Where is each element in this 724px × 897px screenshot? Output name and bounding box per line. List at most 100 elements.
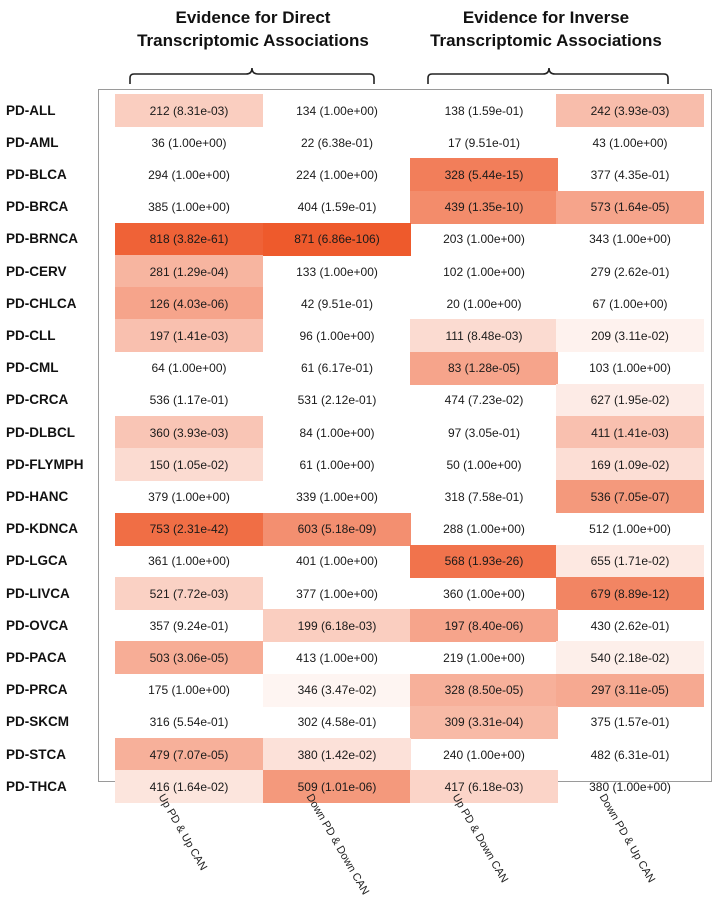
- row-label: PD-PRCA: [6, 682, 68, 698]
- heatmap-cell: 380 (1.42e-02): [263, 738, 411, 771]
- heatmap-cell: 203 (1.00e+00): [443, 232, 525, 247]
- inverse-title-line2: Transcriptomic Associations: [430, 31, 662, 50]
- heatmap-cell: 197 (1.41e-03): [115, 319, 263, 353]
- row-label: PD-OVCA: [6, 617, 69, 633]
- heatmap-cell: 240 (1.00e+00): [443, 747, 525, 762]
- heatmap-cell: 22 (6.38e-01): [300, 135, 374, 150]
- heatmap-cell: 111 (8.48e-03): [410, 319, 558, 353]
- heatmap-cell: 242 (3.93e-03): [556, 94, 704, 127]
- heatmap-cell: 679 (8.89e-12): [556, 577, 704, 610]
- heatmap-cell: 482 (6.31e-01): [590, 747, 670, 762]
- heatmap-cell: 818 (3.82e-61): [115, 222, 263, 256]
- heatmap-cell: 474 (7.23e-02): [444, 393, 524, 408]
- heatmap-cell: 536 (7.05e-07): [556, 480, 704, 514]
- heatmap-cell: 83 (1.28e-05): [410, 351, 558, 385]
- heatmap-cell: 97 (3.05e-01): [447, 425, 521, 440]
- heatmap-cell: 385 (1.00e+00): [148, 200, 230, 215]
- heatmap-cell: 199 (6.18e-03): [263, 609, 411, 643]
- direct-brace: [129, 67, 375, 84]
- column-label: Down PD & Up CAN: [596, 792, 658, 885]
- heatmap-cell: 169 (1.09e-02): [556, 448, 704, 482]
- column-label: Down PD & Down CAN: [303, 792, 372, 897]
- heatmap-cell: 281 (1.29e-04): [115, 255, 263, 288]
- column-label: Up PD & Up CAN: [155, 792, 210, 873]
- heatmap-cell: 377 (4.35e-01): [590, 167, 670, 182]
- row-label: PD-BLCA: [6, 166, 67, 182]
- inverse-brace: [427, 67, 669, 84]
- row-label: PD-STCA: [6, 746, 66, 762]
- row-label: PD-CERV: [6, 263, 67, 279]
- heatmap-cell: 413 (1.00e+00): [296, 650, 378, 665]
- row-label: PD-DLBCL: [6, 424, 75, 440]
- heatmap-cell: 540 (2.18e-02): [556, 641, 704, 675]
- direct-associations-title: Evidence for Direct Transcriptomic Assoc…: [103, 6, 403, 52]
- column-label: Up PD & Down CAN: [449, 792, 511, 885]
- row-label: PD-CHLCA: [6, 295, 77, 311]
- heatmap-cell: 224 (1.00e+00): [296, 167, 378, 182]
- row-label: PD-PACA: [6, 649, 67, 665]
- heatmap-cell: 379 (1.00e+00): [148, 489, 230, 504]
- row-label: PD-LIVCA: [6, 585, 70, 601]
- heatmap-cell: 84 (1.00e+00): [299, 425, 375, 440]
- heatmap-cell: 294 (1.00e+00): [148, 167, 230, 182]
- heatmap-cell: 531 (2.12e-01): [297, 393, 377, 408]
- heatmap-cell: 360 (3.93e-03): [115, 416, 263, 449]
- inverse-title-line1: Evidence for Inverse: [462, 8, 630, 27]
- heatmap-cell: 133 (1.00e+00): [296, 264, 378, 279]
- heatmap-cell: 439 (1.35e-10): [410, 190, 558, 224]
- heatmap-cell: 479 (7.07e-05): [115, 738, 263, 771]
- heatmap-cell: 627 (1.95e-02): [556, 383, 704, 417]
- row-label: PD-ALL: [6, 102, 56, 118]
- heatmap-cell: 377 (1.00e+00): [296, 586, 378, 601]
- heatmap-cell: 134 (1.00e+00): [296, 103, 378, 118]
- group-braces: [129, 67, 669, 84]
- heatmap-cell: 328 (5.44e-15): [410, 158, 558, 192]
- row-label: PD-BRCA: [6, 199, 69, 215]
- inverse-associations-title: Evidence for Inverse Transcriptomic Asso…: [396, 6, 696, 52]
- heatmap-cell: 411 (1.41e-03): [556, 416, 704, 449]
- row-label: PD-CLL: [6, 327, 56, 343]
- heatmap-cell: 404 (1.59e-01): [297, 200, 377, 215]
- heatmap-cell: 297 (3.11e-05): [556, 673, 704, 707]
- heatmap-cell: 509 (1.01e-06): [263, 770, 411, 804]
- row-label: PD-KDNCA: [6, 521, 78, 537]
- heatmap-cell: 316 (5.54e-01): [149, 715, 229, 730]
- heatmap-cell: 212 (8.31e-03): [115, 94, 263, 127]
- heatmap-cell: 61 (6.17e-01): [300, 361, 374, 376]
- heatmap-cell: 17 (9.51e-01): [447, 135, 521, 150]
- heatmap-cell: 357 (9.24e-01): [149, 618, 229, 633]
- heatmap-cell: 416 (1.64e-02): [115, 770, 263, 804]
- heatmap-cell: 102 (1.00e+00): [443, 264, 525, 279]
- heatmap-cell: 103 (1.00e+00): [589, 361, 671, 376]
- row-label: PD-CRCA: [6, 392, 69, 408]
- heatmap-cell: 36 (1.00e+00): [151, 135, 227, 150]
- heatmap-cell: 318 (7.58e-01): [444, 489, 524, 504]
- heatmap-cell: 401 (1.00e+00): [296, 554, 378, 569]
- heatmap-cell: 339 (1.00e+00): [296, 489, 378, 504]
- heatmap-cell: 328 (8.50e-05): [410, 673, 558, 707]
- heatmap-cell: 430 (2.62e-01): [590, 618, 670, 633]
- heatmap-cell: 67 (1.00e+00): [592, 296, 668, 311]
- heatmap-cell: 175 (1.00e+00): [148, 683, 230, 698]
- row-label: PD-HANC: [6, 488, 69, 504]
- heatmap-cell: 42 (9.51e-01): [300, 296, 374, 311]
- heatmap-cell: 753 (2.31e-42): [115, 512, 263, 546]
- heatmap-cell: 360 (1.00e+00): [443, 586, 525, 601]
- heatmap-cell: 126 (4.03e-06): [115, 287, 263, 321]
- heatmap-cell: 655 (1.71e-02): [556, 544, 704, 578]
- heatmap-cell: 279 (2.62e-01): [590, 264, 670, 279]
- heatmap-cell: 150 (1.05e-02): [115, 448, 263, 482]
- direct-title-line1: Evidence for Direct: [175, 8, 331, 27]
- row-label: PD-FLYMPH: [6, 456, 84, 472]
- heatmap-cell: 375 (1.57e-01): [590, 715, 670, 730]
- heatmap-cell: 197 (8.40e-06): [410, 609, 558, 643]
- heatmap-cell: 568 (1.93e-26): [410, 544, 558, 578]
- heatmap-cell: 871 (6.86e-106): [263, 222, 411, 256]
- heatmap-cell: 64 (1.00e+00): [151, 361, 227, 376]
- heatmap-cell: 309 (3.31e-04): [410, 705, 558, 739]
- row-label: PD-THCA: [6, 778, 67, 794]
- heatmap-cell: 346 (3.47e-02): [263, 673, 411, 707]
- heatmap-cell: 209 (3.11e-02): [556, 319, 704, 353]
- heatmap-cell: 343 (1.00e+00): [589, 232, 671, 247]
- heatmap-cell: 503 (3.06e-05): [115, 641, 263, 675]
